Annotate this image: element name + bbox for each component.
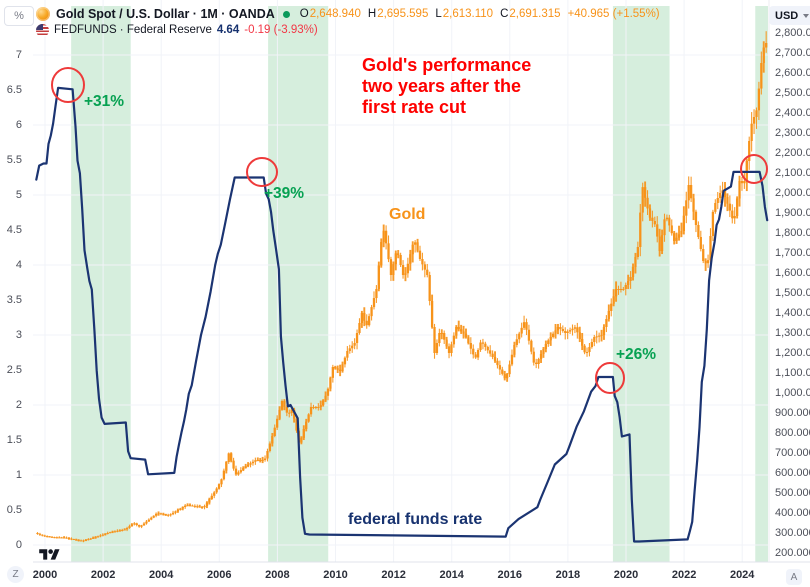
- right-axis-tick: 2,700.000: [775, 47, 810, 59]
- tradingview-logo[interactable]: [39, 547, 60, 563]
- left-axis-tick: 0: [15, 539, 22, 551]
- fed-funds-line: [35, 86, 769, 543]
- left-axis-tick: 7: [15, 49, 22, 61]
- right-axis-tick: 2,500.000: [775, 87, 810, 99]
- auto-scale-button[interactable]: A: [786, 569, 802, 585]
- rate-cut-band: [612, 6, 670, 562]
- right-axis-tick: 2,400.000: [775, 107, 810, 119]
- right-axis-tick: 1,100.000: [775, 367, 810, 379]
- right-axis-tick: 1,300.000: [775, 327, 810, 339]
- right-axis-tick: 900.000: [775, 407, 810, 419]
- right-axis-tick: 700.000: [775, 447, 810, 459]
- right-axis-tick: 1,000.000: [775, 387, 810, 399]
- right-axis-tick: 2,100.000: [775, 167, 810, 179]
- left-axis-tick: 0.5: [6, 504, 22, 516]
- time-axis-tick: 2018: [555, 569, 581, 581]
- left-axis-tick: 3: [15, 329, 22, 341]
- indicator-legend-row: FEDFUNDS · Federal Reserve 4.64 -0.19 (-…: [36, 23, 318, 37]
- left-axis-tick: 3.5: [6, 294, 22, 306]
- indicator-value: 4.64: [216, 24, 240, 36]
- rate-peak-circle[interactable]: [595, 362, 625, 394]
- time-axis-tick: 2000: [32, 569, 58, 581]
- ohlc-high-label: H: [367, 8, 377, 20]
- time-axis-tick: 2024: [729, 569, 755, 581]
- right-axis-tick: 2,800.000: [775, 27, 810, 39]
- time-axis-tick: 2006: [207, 569, 232, 581]
- symbol-legend-row: Gold Spot / U.S. Dollar · 1M · OANDA O 2,…: [36, 6, 660, 22]
- chevron-down-icon: [803, 13, 810, 18]
- ohlc-open-label: O: [299, 8, 309, 20]
- symbol-change-value: +40.965 (+1.55%): [567, 8, 660, 20]
- right-axis-tick: 2,300.000: [775, 127, 810, 139]
- indicator-change: -0.19 (-3.93%): [244, 24, 318, 36]
- left-axis-tick: 1: [15, 469, 22, 481]
- ohlc-high-value: 2,695.595: [377, 8, 429, 20]
- rate-peak-circle[interactable]: [740, 154, 768, 184]
- right-axis-tick: 200.000: [775, 547, 810, 559]
- left-axis-tick: 2: [15, 399, 22, 411]
- timezone-button[interactable]: Z: [7, 566, 24, 583]
- ohlc-close-label: C: [500, 8, 509, 20]
- us-flag-icon: [36, 23, 49, 37]
- symbol-title[interactable]: Gold Spot / U.S. Dollar · 1M · OANDA: [56, 7, 275, 21]
- right-axis-tick: 1,800.000: [775, 227, 810, 239]
- right-axis-tick: 2,200.000: [775, 147, 810, 159]
- time-axis-tick: 2012: [381, 569, 406, 581]
- ohlc-close-value: 2,691.315: [509, 8, 561, 20]
- right-axis-currency-button[interactable]: USD: [769, 6, 810, 25]
- left-axis-tick: 4: [15, 259, 22, 271]
- market-status-dot[interactable]: [282, 10, 290, 18]
- left-axis-tick: 4.5: [6, 224, 22, 236]
- right-axis-tick: 1,700.000: [775, 247, 810, 259]
- right-axis-tick: 1,400.000: [775, 307, 810, 319]
- time-axis-tick: 2020: [613, 569, 639, 581]
- indicator-title[interactable]: FEDFUNDS · Federal Reserve: [54, 24, 212, 36]
- left-axis-tick: 6: [15, 119, 22, 131]
- currency-label: USD: [775, 9, 799, 22]
- right-axis-tick: 2,000.000: [775, 187, 810, 199]
- right-axis-tick: 1,500.000: [775, 287, 810, 299]
- rate-cut-band: [268, 6, 329, 562]
- left-axis-tick: 5.5: [6, 154, 22, 166]
- time-axis-tick: 2008: [265, 569, 290, 581]
- ohlc-low-label: L: [435, 8, 442, 20]
- right-axis-tick: 400.000: [775, 507, 810, 519]
- left-axis-unit-button[interactable]: %: [4, 6, 34, 26]
- time-axis-tick: 2014: [439, 569, 464, 581]
- time-axis-tick: 2002: [90, 569, 116, 581]
- right-axis-tick: 1,900.000: [775, 207, 810, 219]
- left-axis-tick: 6.5: [6, 84, 22, 96]
- left-axis-tick: 2.5: [6, 364, 22, 376]
- time-axis-tick: 2016: [497, 569, 523, 581]
- right-axis-tick: 500.000: [775, 487, 810, 499]
- ohlc-open-value: 2,648.940: [309, 8, 361, 20]
- ohlc-low-value: 2,613.110: [442, 8, 494, 20]
- time-axis-tick: 2022: [671, 569, 697, 581]
- rate-cut-band: [755, 6, 768, 562]
- right-axis-tick: 600.000: [775, 467, 810, 479]
- right-axis-tick: 300.000: [775, 527, 810, 539]
- left-axis-tick: 1.5: [6, 434, 22, 446]
- rate-peak-circle[interactable]: [246, 157, 278, 187]
- left-axis-tick: 5: [15, 189, 22, 201]
- right-axis-tick: 1,600.000: [775, 267, 810, 279]
- right-axis-tick: 1,200.000: [775, 347, 810, 359]
- time-axis-tick: 2004: [148, 569, 174, 581]
- rate-cut-band: [71, 6, 131, 562]
- right-axis-tick: 800.000: [775, 427, 810, 439]
- right-axis-tick: 2,600.000: [775, 67, 810, 79]
- rate-peak-circle[interactable]: [51, 67, 85, 103]
- time-axis-tick: 2010: [323, 569, 348, 581]
- ohlc-values: O 2,648.940 H 2,695.595 L 2,613.110 C 2,691.…: [300, 8, 660, 20]
- gold-coin-icon: [36, 7, 50, 21]
